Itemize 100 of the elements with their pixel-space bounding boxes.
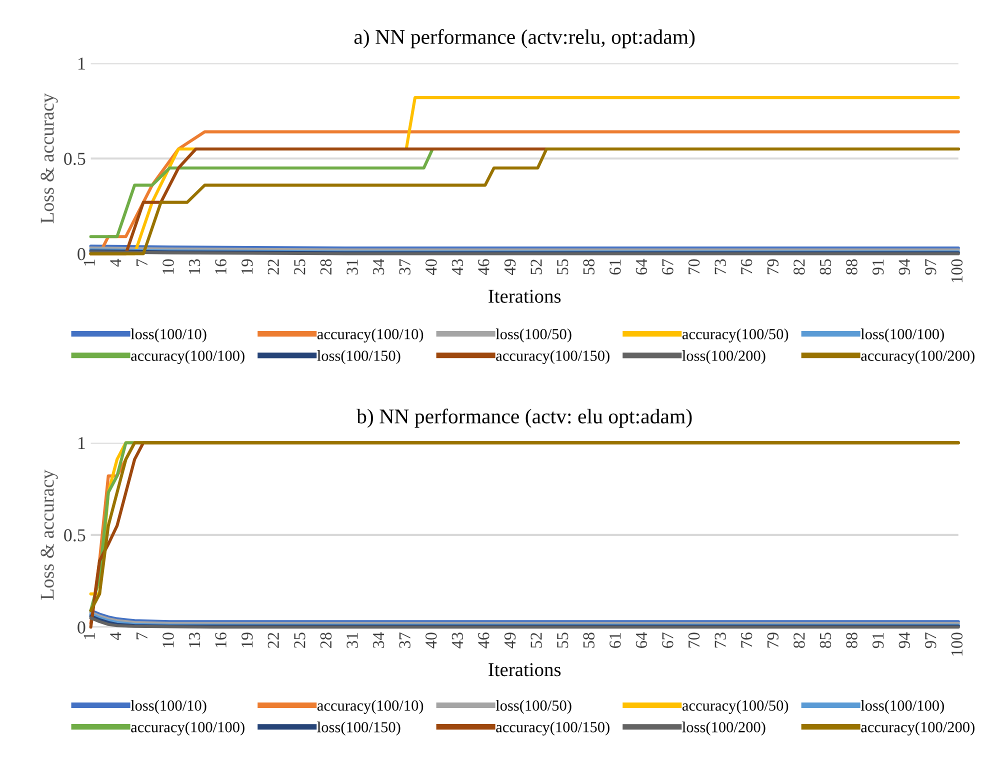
x-tick-label: 94 [898, 258, 910, 275]
x-tick-label: 4 [110, 258, 122, 267]
x-tick-label: 7 [136, 259, 148, 266]
x-tick-label: 49 [504, 259, 516, 275]
x-tick-label: 85 [820, 259, 832, 275]
x-tick-label: 46 [478, 259, 490, 275]
legend-label: loss(100/150) [317, 722, 400, 736]
x-tick-label: 73 [714, 259, 726, 274]
legend-label: accuracy(100/150) [496, 722, 610, 736]
x-tick-label: 61 [610, 260, 621, 275]
legend-label: loss(100/10) [130, 328, 206, 342]
x-tick-label: 100 [951, 259, 963, 282]
x-tick-label: 82 [794, 632, 805, 648]
legend-label: loss(100/200) [682, 350, 766, 364]
x-tick-label: 91 [872, 632, 884, 648]
legend-label: loss(100/100) [860, 700, 944, 714]
x-tick-label: 73 [714, 632, 726, 648]
legend-label: loss(100/50) [496, 328, 572, 342]
x-tick-label: 34 [372, 632, 384, 648]
x-tick-label: 10 [162, 259, 174, 274]
x-tick-label: 13 [188, 259, 200, 274]
x-axis-title: Iterations [488, 290, 561, 303]
x-tick-label: 1 [84, 632, 95, 639]
chart-title: a) NN performance (actv:relu, opt:adam) [354, 29, 695, 48]
x-tick-label: 88 [846, 259, 858, 275]
y-tick-label: 1 [78, 58, 85, 70]
x-tick-label: 97 [925, 632, 936, 648]
x-tick-label: 28 [320, 259, 332, 275]
x-tick-label: 13 [188, 632, 200, 648]
x-tick-label: 52 [530, 260, 542, 274]
x-tick-label: 64 [636, 258, 648, 275]
x-axis-title: Iterations [488, 663, 561, 676]
x-tick-label: 97 [925, 259, 936, 275]
x-tick-label: 100 [951, 632, 963, 656]
x-tick-label: 25 [294, 259, 306, 275]
y-tick-label: 0.5 [64, 152, 86, 166]
x-tick-label: 43 [452, 259, 464, 275]
legend-label: accuracy(100/150) [496, 350, 610, 364]
x-tick-label: 37 [399, 259, 410, 274]
x-tick-label: 49 [504, 632, 516, 648]
x-tick-label: 22 [268, 632, 279, 648]
y-axis-title: Loss & accuracy [40, 93, 58, 224]
x-tick-label: 19 [242, 632, 253, 648]
x-tick-label: 1 [84, 260, 95, 266]
x-tick-label: 19 [242, 259, 253, 274]
x-tick-label: 85 [820, 632, 832, 648]
x-tick-label: 82 [794, 260, 805, 275]
legend-label: accuracy(100/10) [317, 328, 424, 342]
x-tick-label: 64 [636, 632, 648, 648]
x-tick-label: 94 [898, 632, 910, 648]
x-tick-label: 58 [583, 259, 594, 274]
legend-label: accuracy(100/200) [861, 350, 974, 364]
x-tick-label: 91 [872, 260, 884, 275]
legend-label: accuracy(100/50) [682, 328, 788, 342]
x-tick-label: 70 [688, 632, 700, 648]
x-tick-label: 79 [767, 259, 779, 274]
x-tick-label: 25 [294, 632, 306, 648]
x-tick-label: 22 [268, 260, 279, 275]
x-tick-label: 40 [426, 632, 437, 648]
legend-label: accuracy(100/200) [861, 722, 974, 736]
x-tick-label: 43 [452, 632, 464, 648]
legend-label: loss(100/100) [860, 328, 944, 342]
x-tick-label: 31 [346, 632, 358, 648]
legend-label: accuracy(100/100) [131, 722, 244, 736]
x-tick-label: 37 [399, 632, 410, 648]
x-tick-label: 52 [530, 632, 542, 648]
y-tick-label: 0 [78, 621, 86, 634]
x-tick-label: 28 [320, 632, 332, 648]
x-tick-label: 16 [215, 259, 226, 274]
x-tick-label: 31 [346, 260, 358, 274]
x-tick-label: 88 [846, 632, 858, 648]
x-tick-label: 55 [557, 259, 568, 274]
x-tick-label: 10 [162, 632, 174, 648]
x-tick-label: 40 [426, 259, 437, 275]
x-tick-label: 76 [741, 632, 752, 648]
x-tick-label: 46 [478, 632, 490, 648]
y-axis-title: Loss & accuracy [40, 470, 58, 600]
x-tick-label: 7 [136, 632, 148, 640]
x-tick-label: 4 [110, 632, 122, 640]
x-tick-label: 70 [688, 259, 700, 274]
x-tick-label: 16 [215, 632, 226, 648]
x-tick-label: 67 [662, 259, 674, 275]
legend-label: loss(100/200) [682, 722, 766, 736]
x-tick-label: 67 [662, 632, 674, 648]
legend-label: accuracy(100/10) [317, 700, 424, 714]
x-tick-label: 79 [767, 632, 779, 648]
legend-label: accuracy(100/100) [131, 350, 244, 364]
legend-label: accuracy(100/50) [682, 700, 788, 714]
x-tick-label: 58 [583, 632, 594, 648]
x-tick-label: 76 [741, 259, 752, 274]
legend-label: loss(100/50) [496, 700, 572, 714]
x-tick-label: 61 [610, 632, 621, 648]
y-tick-label: 0.5 [64, 529, 86, 542]
legend-label: loss(100/10) [130, 700, 206, 714]
y-tick-label: 0 [78, 248, 86, 260]
legend-label: loss(100/150) [317, 350, 400, 364]
y-tick-label: 1 [78, 437, 85, 449]
x-tick-label: 55 [557, 632, 568, 648]
x-tick-label: 34 [372, 258, 384, 274]
chart-title: b) NN performance (actv: elu opt:adam) [356, 408, 692, 428]
